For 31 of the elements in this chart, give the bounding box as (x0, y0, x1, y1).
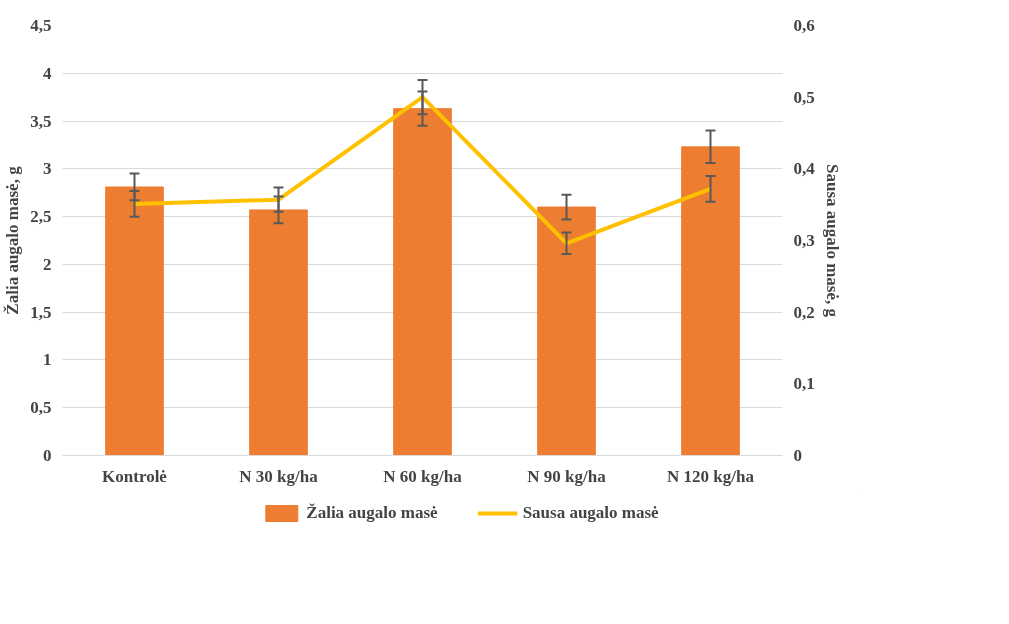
y2-tick-label: 0,2 (793, 302, 815, 322)
legend-label: Žalia augalo masė (306, 503, 438, 523)
x-tick-label: N 120 kg/ha (667, 466, 755, 486)
bar (393, 108, 452, 456)
y2-tick-label: 0,3 (793, 231, 815, 250)
y2-axis-title: Sausa augalo masė, g (822, 163, 842, 318)
y-tick-label: 3 (43, 159, 52, 179)
y-tick-label: 4,5 (30, 16, 52, 35)
y-tick-label: 4 (43, 63, 52, 83)
bar (249, 209, 308, 456)
x-tick-label: Kontrolė (102, 466, 168, 486)
y-axis-title: Žalia augalo masė, g (3, 165, 23, 315)
bar (681, 146, 740, 456)
y2-tick-label: 0,6 (793, 16, 815, 35)
y2-tick-label: 0 (793, 446, 802, 465)
y2-tick-label: 0,4 (793, 159, 816, 179)
legend-label: Sausa augalo masė (522, 503, 659, 523)
y2-tick-label: 0,5 (793, 87, 815, 107)
x-tick-label: N 30 kg/ha (239, 466, 319, 486)
y-tick-label: 3,5 (30, 111, 52, 131)
y-tick-label: 0,5 (30, 398, 52, 418)
y-tick-label: 1 (43, 350, 52, 370)
y-tick-label: 2,5 (30, 207, 52, 227)
y-tick-label: 0 (43, 446, 52, 465)
bar (537, 206, 596, 456)
x-tick-label: N 90 kg/ha (527, 466, 607, 486)
y-tick-label: 1,5 (30, 302, 52, 322)
bar (105, 186, 164, 456)
y-tick-label: 2 (43, 254, 52, 274)
x-tick-label: N 60 kg/ha (383, 466, 463, 486)
y2-tick-label: 0,1 (793, 374, 815, 394)
